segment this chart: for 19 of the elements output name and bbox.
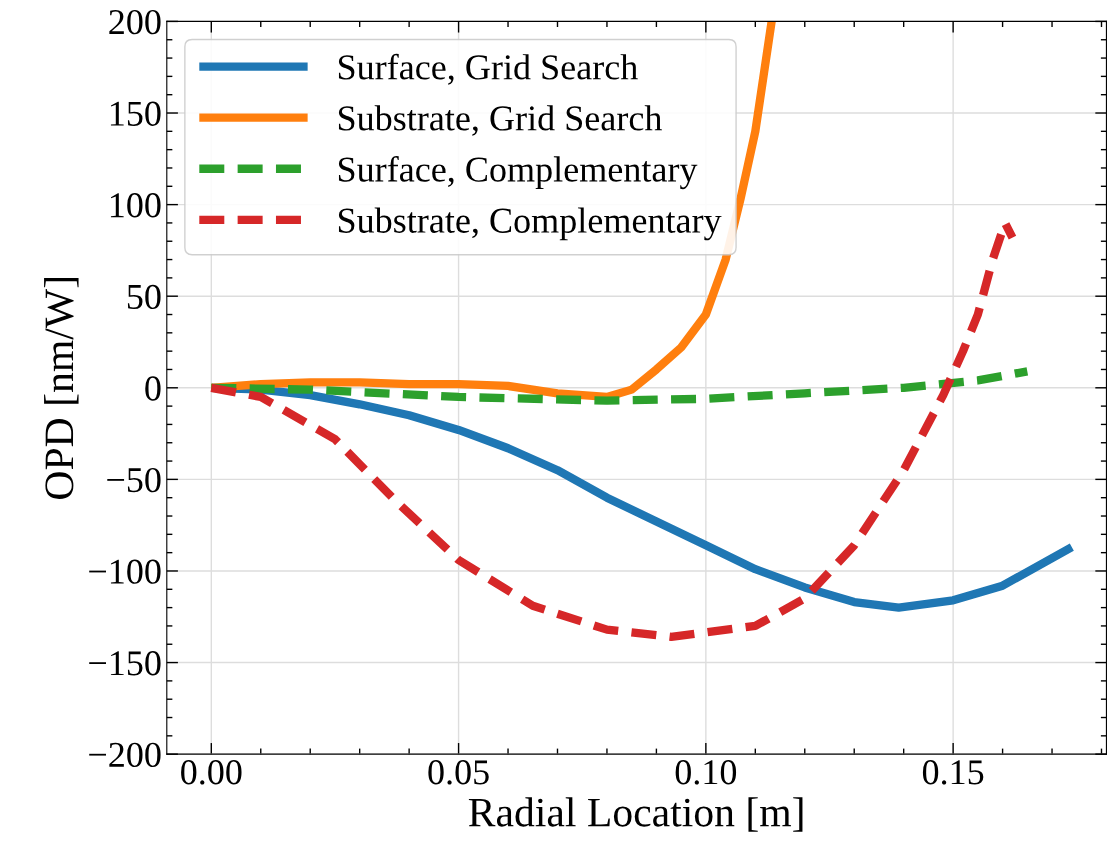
legend-label: Substrate, Complementary <box>338 207 722 241</box>
y-tick-label: 200 <box>109 9 161 35</box>
x-tick-label: 0.00 <box>181 760 242 785</box>
y-tick-label: −150 <box>89 651 161 676</box>
y-tick-label: −200 <box>89 742 161 768</box>
y-tick-label: 0 <box>145 376 161 401</box>
x-tick-label: 0.05 <box>428 760 489 785</box>
legend-label: Substrate, Grid Search <box>338 105 662 136</box>
y-tick-label: −100 <box>89 559 161 584</box>
x-axis-title: Radial Location [m] <box>468 797 803 832</box>
legend-label: Surface, Grid Search <box>338 53 638 85</box>
y-tick-label: 50 <box>127 284 161 310</box>
x-tick-label: 0.10 <box>675 760 737 785</box>
legend-label: Surface, Complementary <box>338 155 698 190</box>
y-tick-label: 150 <box>110 101 161 126</box>
x-tick-label: 0.15 <box>922 760 984 785</box>
y-tick-label: 100 <box>110 193 161 218</box>
y-tick-label: −50 <box>107 467 161 493</box>
y-axis-title: OPD [nm/W] <box>44 278 79 499</box>
